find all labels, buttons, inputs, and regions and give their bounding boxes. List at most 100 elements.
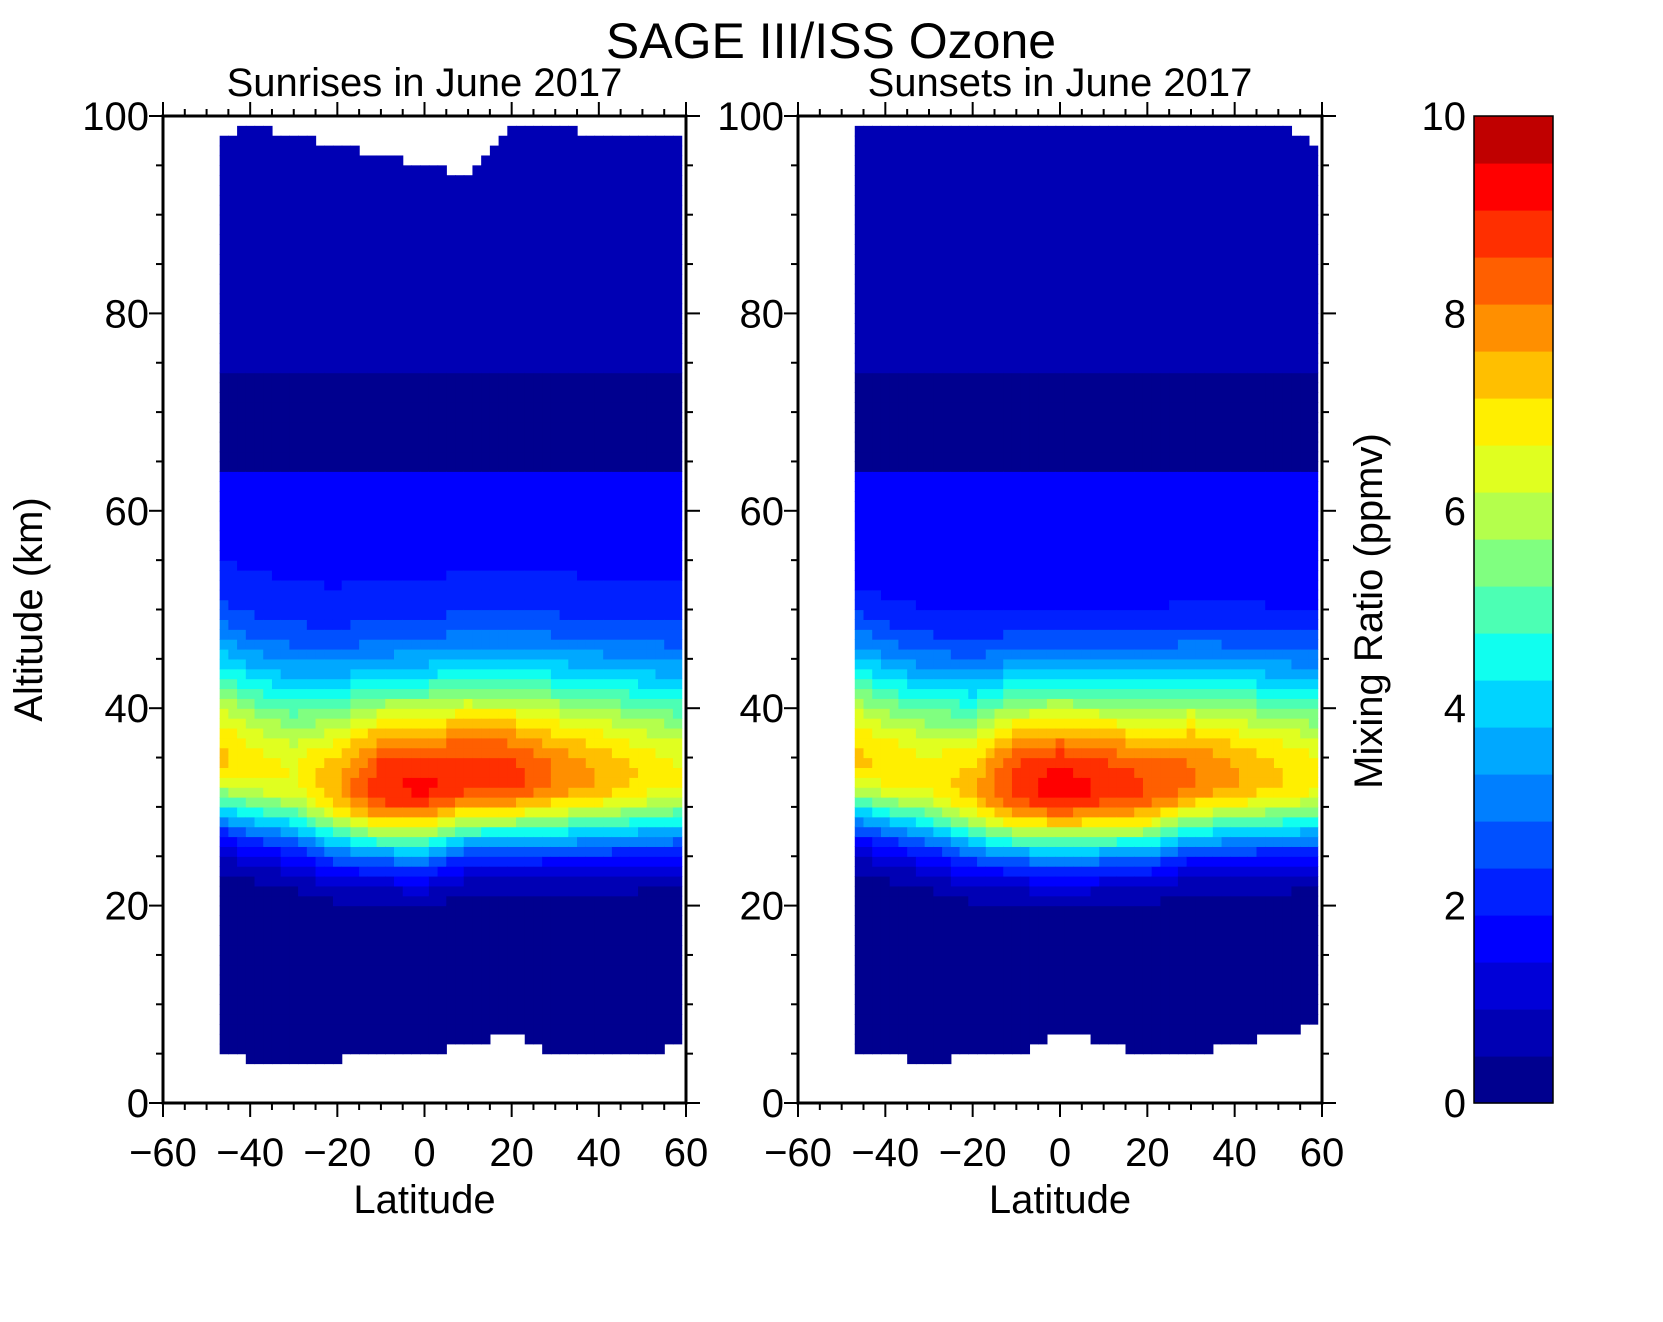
heatmap-cell: [428, 678, 439, 690]
heatmap-cell: [655, 244, 665, 255]
heatmap-cell: [568, 698, 578, 709]
heatmap-cell: [463, 905, 474, 917]
heatmap-cell: [376, 273, 386, 285]
heatmap-cell: [507, 185, 517, 196]
heatmap-cell: [332, 846, 343, 857]
heatmap-cell: [577, 1043, 587, 1055]
heatmap-cell: [542, 461, 552, 472]
heatmap-cell: [411, 441, 421, 453]
heatmap-cell: [472, 915, 482, 926]
heatmap-cell: [332, 994, 343, 1005]
heatmap-cell: [620, 224, 630, 236]
heatmap-cell: [638, 224, 648, 236]
heatmap-cell: [577, 599, 587, 611]
heatmap-cell: [341, 471, 352, 482]
heatmap-cell: [245, 816, 256, 828]
heatmap-cell: [577, 954, 587, 966]
heatmap-cell: [472, 1024, 482, 1035]
heatmap-cell: [237, 648, 247, 660]
heatmap-cell: [228, 293, 238, 305]
heatmap-cell: [577, 1014, 587, 1025]
heatmap-cell: [629, 273, 639, 285]
heatmap-cell: [568, 155, 578, 166]
heatmap-cell: [664, 382, 674, 393]
heatmap-cell: [393, 846, 404, 857]
heatmap-cell: [629, 204, 639, 216]
heatmap-cell: [237, 875, 247, 887]
heatmap-cell: [271, 273, 282, 285]
heatmap-cell: [533, 737, 543, 749]
heatmap-cell: [533, 165, 543, 176]
heatmap-cell: [254, 599, 264, 611]
heatmap-cell: [332, 352, 343, 364]
heatmap-cell: [280, 1024, 290, 1035]
heatmap-cell: [289, 264, 299, 275]
heatmap-cell: [611, 895, 622, 907]
heatmap-cell: [489, 481, 500, 492]
heatmap-cell: [550, 747, 561, 759]
heatmap-cell: [315, 540, 325, 551]
heatmap-cell: [411, 570, 421, 581]
heatmap-cell: [271, 856, 282, 867]
heatmap-cell: [542, 293, 552, 305]
heatmap-cell: [385, 412, 395, 423]
heatmap-cell: [385, 806, 395, 818]
heatmap-cell: [228, 648, 238, 660]
heatmap-cell: [603, 185, 613, 196]
heatmap-cell: [455, 352, 465, 364]
heatmap-cell: [620, 885, 630, 897]
heatmap-cell: [594, 224, 604, 236]
heatmap-cell: [655, 895, 665, 907]
heatmap-cell: [376, 984, 386, 996]
heatmap-cell: [437, 560, 447, 571]
heatmap-cell: [411, 797, 421, 808]
heatmap-cell: [315, 1014, 325, 1025]
heatmap-cell: [298, 343, 308, 354]
heatmap-cell: [298, 293, 308, 305]
heatmap-cell: [315, 747, 325, 759]
heatmap-cell: [455, 658, 465, 670]
heatmap-cell: [533, 925, 543, 936]
heatmap-cell: [498, 747, 508, 759]
heatmap-cell: [568, 530, 578, 542]
heatmap-cell: [463, 964, 474, 976]
heatmap-cell: [594, 737, 604, 749]
heatmap-cell: [594, 658, 604, 670]
heatmap-cell: [489, 352, 500, 364]
heatmap-cell: [542, 688, 552, 699]
heatmap-cell: [411, 885, 421, 897]
heatmap-cell: [655, 579, 665, 591]
heatmap-cell: [524, 520, 535, 532]
heatmap-cell: [437, 797, 447, 808]
heatmap-cell: [437, 757, 447, 769]
heatmap-cell: [271, 648, 282, 660]
heatmap-cell: [655, 954, 665, 966]
heatmap-cell: [298, 1043, 308, 1055]
heatmap-cell: [271, 866, 282, 877]
heatmap-cell: [298, 826, 308, 838]
heatmap-cell: [568, 175, 578, 186]
heatmap-cell: [533, 1024, 543, 1035]
heatmap-cell: [655, 560, 665, 571]
heatmap-cell: [350, 234, 360, 245]
heatmap-cell: [324, 678, 334, 690]
heatmap-cell: [559, 412, 569, 423]
heatmap-cell: [611, 797, 622, 808]
heatmap-cell: [228, 1014, 238, 1025]
heatmap-cell: [611, 510, 622, 522]
heatmap-cell: [620, 214, 630, 226]
heatmap-cell: [481, 175, 491, 186]
panel-1: Sunrises in June 2017−60 −40 −20 0 20 40 60020…: [7, 61, 708, 1222]
heatmap-cell: [568, 323, 578, 334]
heatmap-cell: [646, 718, 657, 729]
heatmap-cell: [498, 244, 508, 255]
heatmap-cell: [672, 935, 683, 946]
heatmap-cell: [254, 875, 264, 887]
heatmap-cell: [402, 481, 413, 492]
heatmap-cell: [498, 629, 508, 640]
heatmap-cell: [533, 1004, 543, 1015]
heatmap-cell: [559, 895, 569, 907]
heatmap-cell: [324, 333, 334, 344]
heatmap-cell: [646, 451, 657, 463]
heatmap-cell: [559, 352, 569, 364]
